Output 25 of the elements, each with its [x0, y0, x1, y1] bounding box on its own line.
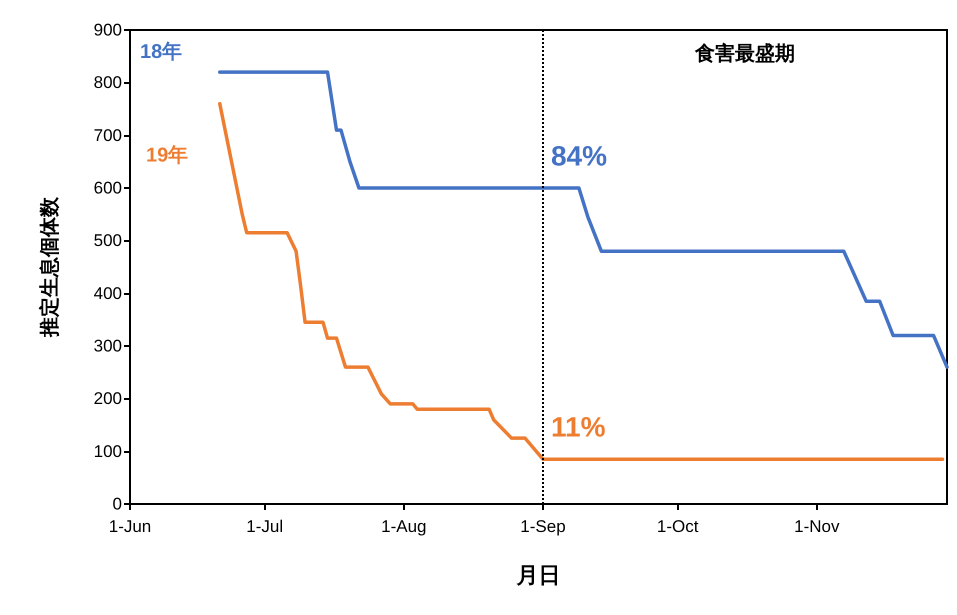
y-tick-label: 100: [94, 442, 122, 461]
x-tick-label: 1-Jul: [246, 517, 284, 536]
series-label: 19年: [146, 144, 188, 167]
x-tick-label: 1-Sep: [520, 517, 566, 536]
y-tick-label: 800: [94, 73, 122, 92]
y-tick-label: 600: [94, 178, 122, 198]
x-tick-label: 1-Jun: [108, 517, 152, 536]
x-axis-title: 月日: [516, 562, 560, 588]
x-tick-label: 1-Nov: [794, 517, 840, 536]
y-tick-label: 700: [94, 126, 122, 145]
series-label: 18年: [140, 41, 182, 64]
x-tick-label: 1-Aug: [381, 517, 427, 536]
y-tick-label: 900: [94, 20, 122, 40]
y-axis-title: 推定生息個体数: [38, 196, 61, 338]
y-tick-label: 400: [94, 284, 122, 303]
y-tick-label: 500: [94, 231, 122, 250]
y-tick-label: 0: [112, 494, 122, 514]
annotation: 11%: [550, 412, 606, 443]
line-series: [218, 102, 944, 461]
ref-line-label: 食害最盛期: [694, 42, 795, 65]
y-tick-label: 200: [94, 389, 122, 408]
line-series: [218, 70, 949, 369]
annotation: 84%: [550, 140, 608, 172]
x-tick-label: 1-Oct: [656, 517, 699, 536]
y-tick-label: 300: [94, 336, 122, 356]
